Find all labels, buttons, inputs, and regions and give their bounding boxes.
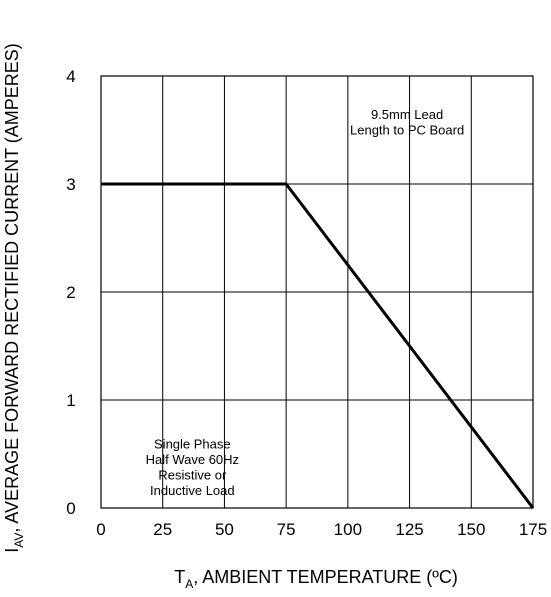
- annotations: 9.5mm Lead Length to PC Board Single Phase…: [146, 107, 465, 498]
- y-axis-label: IAV, AVERAGE FORWARD RECTIFIED CURRENT (…: [2, 43, 26, 553]
- x-tick-labels: 0 25 50 75 100 125 150 175: [96, 520, 547, 539]
- annotation-line: Single Phase: [154, 437, 231, 452]
- series-group: [101, 182, 535, 509]
- x-tick-label: 75: [277, 520, 296, 539]
- annotation-line: Length to PC Board: [350, 123, 464, 138]
- y-axis-label-sub: AV: [12, 533, 26, 548]
- y-axis-label-main: I: [2, 548, 22, 553]
- x-tick-label: 125: [395, 520, 423, 539]
- series-line-0: [101, 182, 535, 509]
- x-tick-label: 100: [334, 520, 362, 539]
- x-tick-label: 50: [215, 520, 234, 539]
- annotation-line: Resistive or: [158, 468, 227, 483]
- annotation-0: 9.5mm Lead Length to PC Board: [350, 107, 464, 138]
- y-tick-label: 4: [66, 67, 75, 86]
- annotation-line: Inductive Load: [150, 483, 235, 498]
- x-axis-label-main: T: [174, 567, 185, 587]
- y-axis-label-rest: , AVERAGE FORWARD RECTIFIED CURRENT (AMP…: [2, 43, 22, 532]
- x-tick-label: 25: [153, 520, 172, 539]
- y-tick-label: 3: [66, 175, 75, 194]
- x-tick-label: 0: [96, 520, 105, 539]
- annotation-1: Single Phase Half Wave 60Hz Resistive or In…: [146, 437, 239, 499]
- x-axis-label-rest: , AMBIENT TEMPERATURE (ºC): [193, 567, 458, 587]
- x-tick-label: 150: [457, 520, 485, 539]
- x-axis-label: TA, AMBIENT TEMPERATURE (ºC): [174, 567, 458, 591]
- y-tick-label: 2: [66, 283, 75, 302]
- y-tick-label: 1: [66, 391, 75, 410]
- annotation-line: Half Wave 60Hz: [146, 452, 239, 467]
- y-tick-labels: 0 1 2 3 4: [66, 67, 75, 518]
- y-tick-label: 0: [66, 499, 75, 518]
- annotation-line: 9.5mm Lead: [371, 107, 443, 122]
- x-tick-label: 175: [519, 520, 547, 539]
- plot-frame: [100, 75, 534, 509]
- x-axis-label-sub: A: [185, 577, 193, 591]
